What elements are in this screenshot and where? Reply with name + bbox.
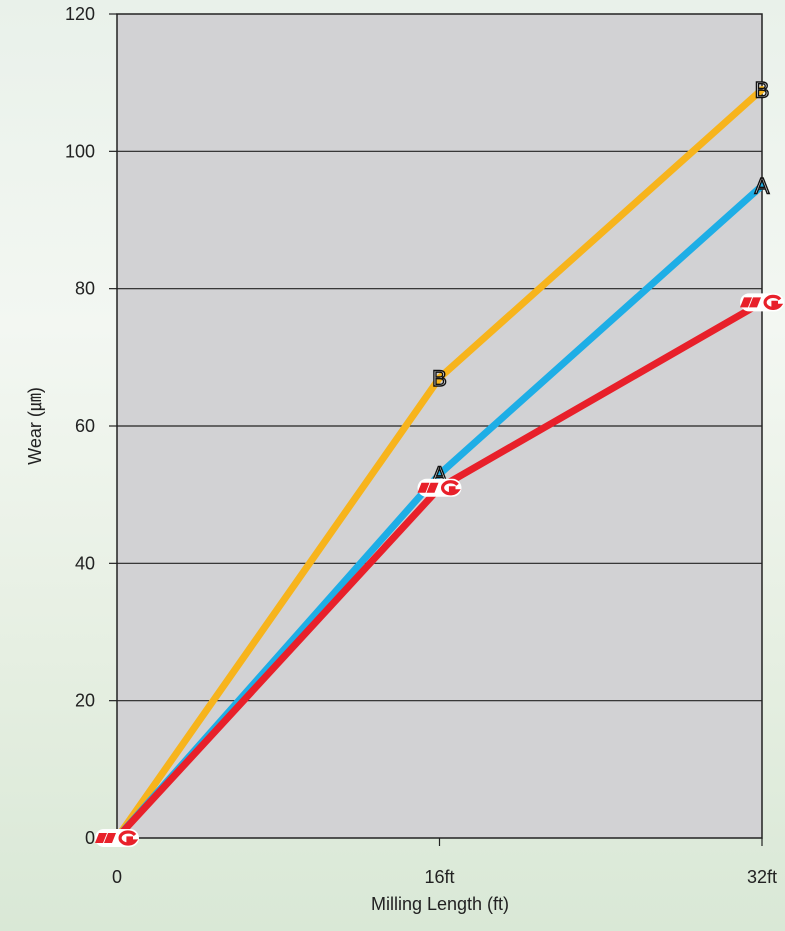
x-tick-label-0: 0 — [112, 867, 122, 887]
y-tick-label-6: 120 — [65, 4, 95, 24]
y-axis-title: Wear (㎛) — [25, 387, 46, 465]
y-tick-label-5: 100 — [65, 141, 95, 161]
x-axis-title: Milling Length (ft) — [371, 894, 509, 914]
series-label-b-2: B — [755, 78, 770, 103]
yg-logo-slash-2 — [104, 833, 116, 843]
x-tick-label-2: 32ft — [747, 867, 777, 887]
yg-logo-slash-1 — [95, 833, 107, 843]
yg-logo-g — [441, 480, 461, 496]
yg-logo-slash-2 — [749, 297, 761, 308]
y-axis-ticks: 0 20 40 60 80 100 120 — [65, 4, 117, 848]
data-point-a-1 — [437, 472, 442, 477]
x-axis-ticks: 0 16ft 32ft — [112, 838, 777, 887]
data-point-b-2 — [760, 87, 764, 92]
y-tick-label-3: 60 — [75, 416, 95, 436]
yg-logo-icon — [740, 293, 784, 312]
x-tick-label-1: 16ft — [424, 867, 454, 887]
gridlines — [117, 150, 762, 702]
yg-logo-icon — [417, 478, 462, 497]
yg-logo-icon — [95, 829, 139, 847]
yg-logo-slash-2 — [426, 482, 439, 493]
yg-logo-g — [118, 830, 139, 846]
series-label-b-1: B — [432, 366, 447, 391]
y-tick-label-2: 40 — [75, 553, 95, 573]
yg-logo-g — [763, 294, 784, 310]
y-tick-label-4: 80 — [75, 279, 95, 299]
yg-logo-slash-1 — [417, 482, 430, 493]
data-point-a-2 — [760, 183, 764, 188]
y-tick-label-0: 0 — [85, 828, 95, 848]
y-tick-label-1: 20 — [75, 691, 95, 711]
data-point-b-1 — [437, 375, 442, 380]
series-label-a-2: A — [755, 174, 770, 199]
yg-logo-slash-1 — [740, 297, 752, 308]
